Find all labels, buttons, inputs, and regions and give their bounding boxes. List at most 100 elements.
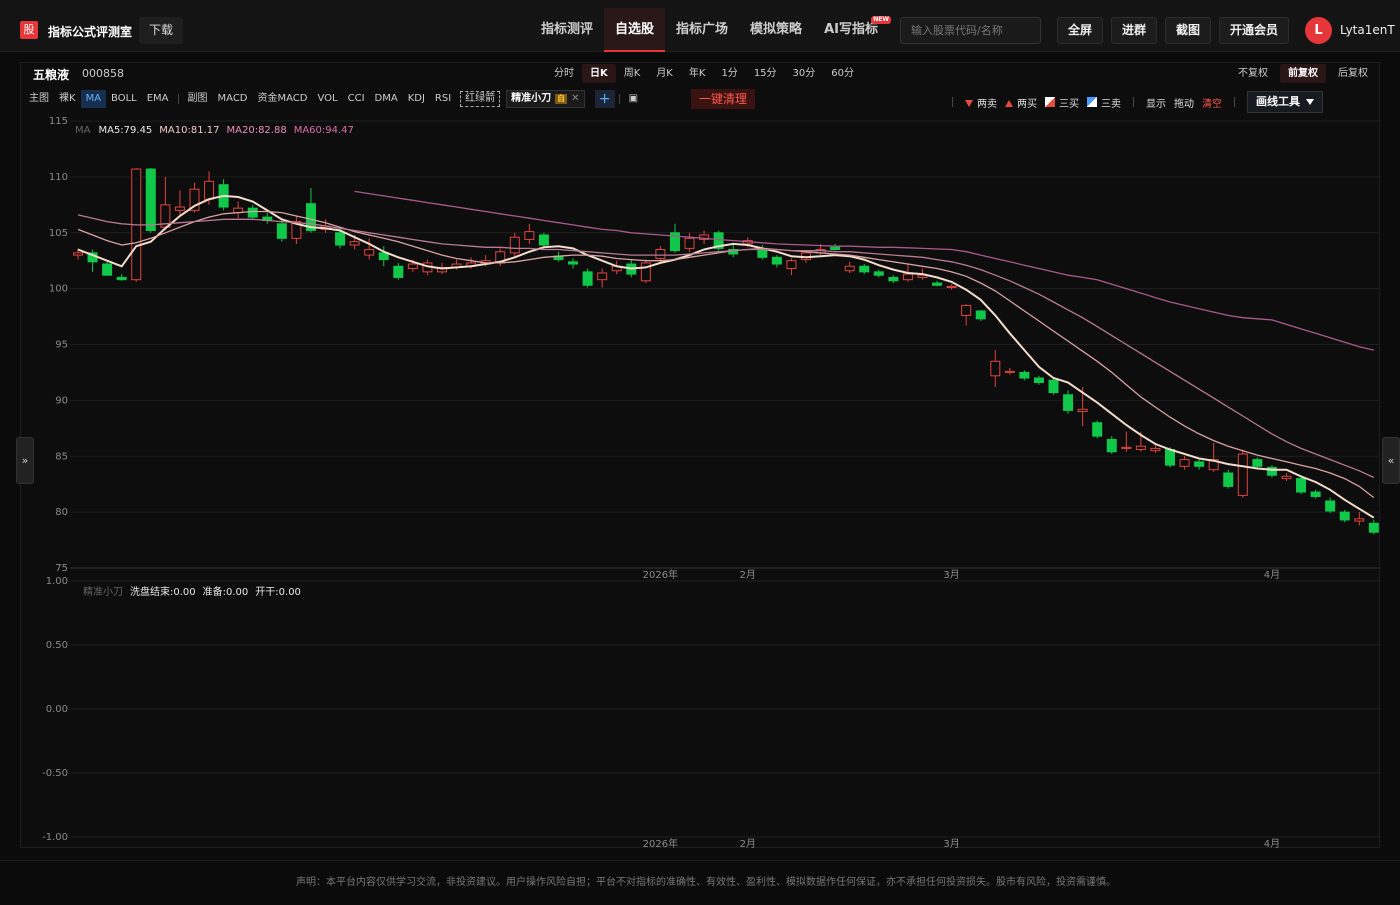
y-tick-label: 85: [55, 451, 68, 462]
sub-indicator[interactable]: 资金MACD: [257, 93, 308, 104]
periods: 分时 日K 周K 月K 年K 1分 15分 30分 60分: [546, 64, 862, 83]
candle-body: [1019, 371, 1030, 379]
adjust-tab[interactable]: 前复权: [1280, 64, 1326, 83]
period-tab[interactable]: 日K: [582, 64, 616, 83]
indicator-chip[interactable]: 精准小刀自 ✕: [506, 90, 585, 108]
legend-title: 精准小刀: [83, 585, 123, 598]
candle-body: [655, 249, 666, 259]
avatar[interactable]: L: [1305, 17, 1332, 44]
signal-label: 两卖: [977, 98, 997, 110]
candle-body: [859, 265, 870, 273]
top-button[interactable]: 开通会员: [1219, 17, 1290, 44]
adjust-tab[interactable]: 后复权: [1338, 68, 1368, 79]
add-button[interactable]: +: [594, 90, 615, 108]
candle-body: [1135, 445, 1146, 451]
new-badge: NEW: [871, 16, 891, 24]
main-indicator[interactable]: 裸K: [59, 93, 76, 104]
sub-indicator[interactable]: KDJ: [407, 93, 425, 104]
sub-indicator[interactable]: VOL: [317, 93, 338, 104]
period-tab[interactable]: 年K: [688, 68, 706, 79]
candle-body: [291, 221, 302, 239]
period-tab[interactable]: 1分: [721, 68, 738, 79]
adjust-tab[interactable]: 不复权: [1238, 68, 1268, 79]
chip-close[interactable]: ✕: [571, 93, 580, 104]
empty-button[interactable]: 清空: [1202, 98, 1222, 110]
sub-indicator[interactable]: DMA: [374, 93, 398, 104]
sub-indicator[interactable]: RSI: [434, 93, 452, 104]
nav-item[interactable]: 模拟策略: [750, 22, 803, 37]
period-tab[interactable]: 分时: [554, 68, 574, 79]
y-tick-label: -0.50: [42, 768, 68, 779]
top-button[interactable]: 全屏: [1057, 17, 1104, 44]
candle-body: [1208, 459, 1219, 471]
x-tick-label: 4月: [1264, 569, 1280, 581]
sub-indicator[interactable]: 副图: [187, 93, 208, 104]
legend-entry: MA60:94.47: [294, 125, 354, 136]
candle-body: [568, 261, 579, 265]
candle-body: [349, 241, 360, 246]
search-box[interactable]: 输入股票代码/名称: [900, 17, 1041, 44]
y-tick-label: 0.50: [46, 640, 68, 651]
candle-body: [276, 223, 287, 239]
sub-indicator[interactable]: MACD: [217, 93, 248, 104]
top-button[interactable]: 截图: [1165, 17, 1212, 44]
nav-item[interactable]: 自选股: [604, 8, 666, 52]
main-indicator[interactable]: MA: [80, 90, 107, 108]
period-tab[interactable]: 月K: [656, 68, 673, 79]
candle-body: [771, 256, 782, 265]
arrow-tool[interactable]: 红绿箭: [460, 91, 501, 107]
top-button[interactable]: 进群: [1111, 17, 1158, 44]
top-buttons: 全屏 进群 截图 开通会员: [1057, 17, 1290, 44]
legend-entry: 洗盘结束:0.00: [130, 585, 196, 598]
candle-body: [1048, 379, 1059, 394]
candle-body: [1194, 461, 1205, 467]
period-tab[interactable]: 15分: [753, 68, 777, 79]
legend-entry: 准备:0.00: [203, 585, 249, 598]
candle-body: [1063, 394, 1074, 411]
candle-body: [1266, 466, 1277, 476]
candle-body: [1165, 449, 1175, 466]
sub-indicator[interactable]: CCI: [347, 93, 365, 104]
separator: [952, 97, 953, 107]
candle-body: [145, 168, 156, 232]
y-tick-label: 80: [55, 507, 68, 518]
clear-button[interactable]: 一键清理: [691, 89, 756, 109]
signal-tool[interactable]: 三卖: [1087, 95, 1121, 110]
signal-tool[interactable]: 两卖: [965, 95, 997, 110]
period-tab[interactable]: 周K: [623, 68, 641, 79]
candle-body: [378, 252, 389, 261]
candle-body: [961, 304, 972, 316]
candle-body: [247, 207, 258, 218]
right-toggle[interactable]: «: [1382, 437, 1400, 484]
username[interactable]: Lyta1enT: [1340, 23, 1395, 37]
y-tick-label: 105: [49, 228, 68, 239]
logo[interactable]: 股: [20, 21, 38, 39]
draw-tool[interactable]: 画线工具: [1247, 91, 1323, 113]
left-toggle[interactable]: »: [16, 437, 34, 484]
stock-code: 000858: [82, 67, 124, 80]
signal-tool[interactable]: 三买: [1045, 95, 1079, 110]
nav-item[interactable]: 指标测评: [541, 22, 594, 37]
candle-body: [1339, 511, 1350, 521]
brand[interactable]: 指标公式评测室: [48, 25, 133, 39]
drag-toggle[interactable]: 拖动: [1174, 98, 1194, 110]
candle-body: [407, 263, 418, 270]
download-button[interactable]: 下载: [139, 17, 183, 44]
period-tab[interactable]: 60分: [831, 68, 855, 79]
x-tick-label: 2月: [740, 838, 756, 850]
nav-item[interactable]: 指标广场: [676, 22, 729, 37]
period-tab[interactable]: 30分: [792, 68, 816, 79]
main-indicator[interactable]: EMA: [146, 93, 169, 104]
show-toggle[interactable]: 显示: [1146, 98, 1166, 110]
save-icon[interactable]: ▣: [628, 93, 639, 104]
candle-body: [975, 310, 986, 320]
main-indicator[interactable]: BOLL: [111, 93, 137, 104]
signal-tool[interactable]: 两买: [1005, 95, 1037, 110]
candle-body: [174, 206, 185, 211]
candle-body: [524, 231, 535, 240]
candle-body: [669, 232, 680, 252]
candle-body: [1310, 491, 1321, 497]
nav-item[interactable]: AI写指标 NEW: [824, 16, 891, 37]
main-indicator[interactable]: 主图: [29, 93, 49, 104]
